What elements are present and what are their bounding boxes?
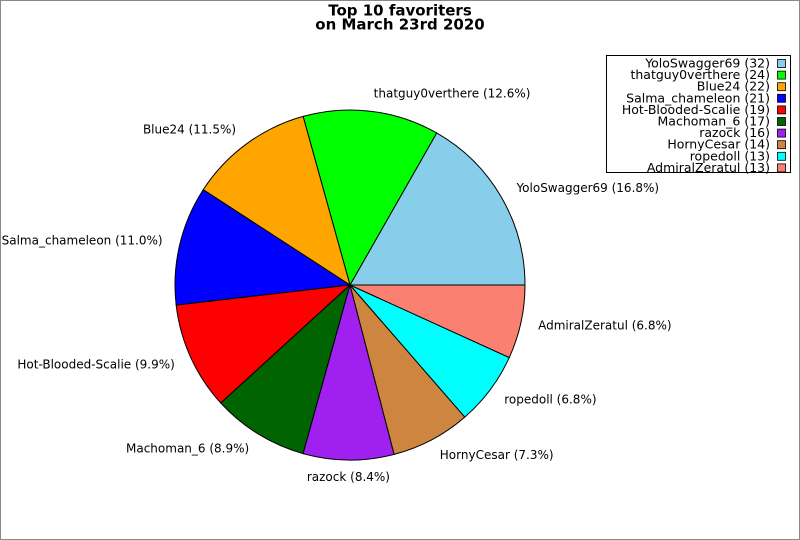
legend-label: Blue24 (22) — [697, 79, 770, 94]
legend-label: thatguy0verthere (24) — [630, 67, 770, 82]
legend-swatch — [777, 82, 786, 92]
slice-label: Hot-Blooded-Scalie (9.9%) — [17, 357, 174, 371]
pie-slice — [175, 284, 352, 404]
slice-label: YoloSwagger69 (16.8%) — [515, 181, 659, 195]
legend-swatch — [777, 59, 786, 68]
slice-label: Machoman_6 (8.9%) — [126, 442, 249, 456]
legend-label: AdmiralZeratul (13) — [647, 160, 770, 175]
legend-label: YoloSwagger69 (32) — [644, 56, 770, 71]
pie-slice — [202, 115, 351, 287]
legend-swatch — [777, 93, 786, 103]
slice-label: thatguy0verthere (12.6%) — [374, 86, 531, 100]
legend-label: HornyCesar (14) — [667, 137, 770, 152]
legend-swatch — [777, 151, 786, 161]
pie-slice — [302, 109, 438, 287]
legend-swatch — [777, 105, 786, 115]
legend-swatch — [777, 70, 786, 80]
chart-title: Top 10 favoriters — [328, 2, 472, 20]
legend-swatch — [777, 163, 786, 173]
slice-label: AdmiralZeratul (6.8%) — [538, 318, 671, 332]
slice-label: Blue24 (11.5%) — [143, 122, 236, 136]
chart-subtitle: on March 23rd 2020 — [315, 16, 484, 34]
pie-slice — [220, 283, 351, 455]
legend-box — [606, 55, 791, 173]
legend-label: razock (16) — [699, 125, 770, 140]
legend-label: Hot-Blooded-Scalie (19) — [622, 102, 770, 117]
slice-label: HornyCesar (7.3%) — [440, 448, 554, 462]
legend-swatch — [777, 128, 786, 138]
slice-label: Salma_chameleon (11.0%) — [2, 234, 163, 248]
legend-swatch — [777, 140, 786, 150]
pie-slice — [302, 283, 395, 461]
legend-swatch — [777, 117, 786, 126]
legend-label: Machoman_6 (17) — [658, 114, 770, 129]
pie-slice — [349, 132, 526, 286]
legend-label: Salma_chameleon (21) — [626, 90, 770, 105]
pie-slice — [174, 189, 352, 306]
slice-label: razock (8.4%) — [307, 470, 390, 484]
slice-label: ropedoll (6.8%) — [504, 393, 596, 407]
legend-label: ropedoll (13) — [690, 148, 770, 163]
pie-slice — [349, 284, 526, 359]
